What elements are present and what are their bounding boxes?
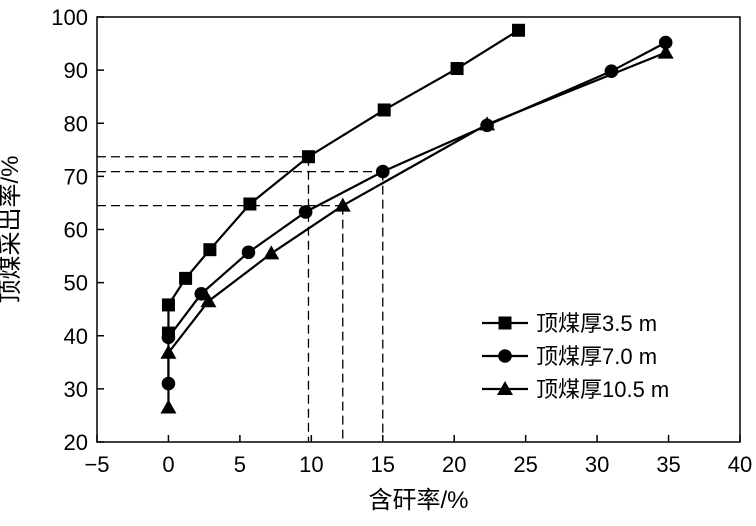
data-point [334,197,351,212]
legend-marker [498,316,512,330]
y-tick-label: 90 [64,58,88,83]
legend-marker [497,381,513,395]
y-tick-label: 80 [64,111,88,136]
data-point [203,243,217,257]
data-point [377,103,391,117]
y-tick-label: 100 [51,5,88,30]
data-point [200,293,217,308]
legend-label: 顶煤厚7.0 m [536,344,657,369]
x-tick-label: 35 [656,452,680,477]
series-line [167,29,520,334]
legend: 顶煤厚3.5 m 顶煤厚7.0 m 顶煤厚10.5 m [482,311,669,402]
data-point [194,286,209,301]
series-2 [161,35,673,391]
y-tick-label: 20 [64,430,88,455]
legend-label: 顶煤厚10.5 m [536,377,669,402]
x-tick-label: 0 [162,452,174,477]
data-point [657,44,674,59]
x-tick-label: 20 [442,452,466,477]
y-tick-label: 30 [64,377,88,402]
data-point [263,245,280,260]
x-tick-label: 40 [728,452,752,477]
x-tick-label: −5 [84,452,109,477]
data-point [301,150,315,164]
data-point [658,35,673,50]
data-point [161,330,176,345]
data-point [243,197,257,211]
axes: −5 0 5 10 15 20 25 30 35 40 20 30 40 50 60 70 80 90 100 [51,5,752,477]
x-tick-label: 10 [299,452,323,477]
x-tick-label: 15 [371,452,395,477]
series-layer [160,23,674,414]
legend-entry-3: 顶煤厚10.5 m [482,377,669,402]
y-tick-label: 50 [64,271,88,296]
legend-entry-2: 顶煤厚7.0 m [482,344,657,369]
x-tick-label: 30 [585,452,609,477]
x-tick-label: 5 [234,452,246,477]
data-point [450,62,464,76]
data-point [160,399,177,414]
data-point [160,344,177,359]
legend-marker [498,349,512,363]
series-3 [160,44,674,414]
x-axis-title: 含矸率/% [368,487,468,514]
legend-entry-1: 顶煤厚3.5 m [482,311,657,336]
y-tick-label: 60 [64,218,88,243]
data-point [375,164,390,179]
x-tick-label: 25 [513,452,537,477]
data-point [161,298,175,312]
y-axis-title: 顶煤采出率/% [0,155,24,303]
data-point [479,116,496,131]
y-tick-label: 70 [64,164,88,189]
data-point [241,245,256,260]
y-tick-label: 40 [64,324,88,349]
data-point [179,271,193,285]
data-point [512,23,526,37]
data-point [298,205,313,219]
legend-label: 顶煤厚3.5 m [536,311,657,336]
reference-lines [97,156,384,442]
series-1 [161,23,526,340]
